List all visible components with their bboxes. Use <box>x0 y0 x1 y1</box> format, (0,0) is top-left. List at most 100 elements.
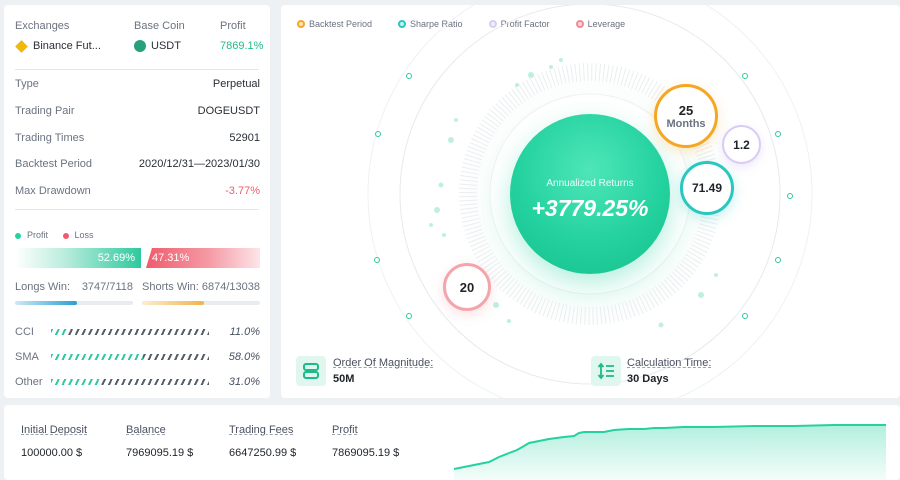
profit-ratio-label: 52.69% <box>97 252 135 264</box>
sharpe-ratio-bubble[interactable]: 71.49 <box>680 161 734 215</box>
backtest-period-value: 25 <box>678 102 694 118</box>
trading-fees-label: Trading Fees <box>229 424 294 436</box>
exchange-name: Binance Fut... <box>33 40 101 52</box>
longs-win-label: Longs Win: <box>15 281 71 293</box>
indicator-fill <box>51 354 143 360</box>
legend-ring-icon <box>488 20 497 28</box>
longs-win-fill <box>15 301 78 305</box>
profit-loss-legend: Profit Loss <box>15 230 94 240</box>
indicator-fill <box>51 379 100 385</box>
balance-value: 7969095.19 $ <box>126 447 194 459</box>
shorts-win-track <box>142 301 260 305</box>
indicator-pct: 58.0% <box>228 351 260 363</box>
legend-sharpe-ratio[interactable]: Sharpe Ratio <box>398 19 463 29</box>
longs-win: Longs Win: 3747/7118 <box>15 281 133 293</box>
profit-factor-value: 1.2 <box>733 137 750 152</box>
detail-row-trading-times: Trading Times 52901 <box>15 132 260 144</box>
legend-label: Sharpe Ratio <box>410 19 463 29</box>
detail-value: DOGEUSDT <box>197 105 260 117</box>
base-coin-header: Base Coin <box>134 20 185 32</box>
detail-row-max-drawdown: Max Drawdown -3.77% <box>15 185 260 197</box>
indicator-fill <box>51 329 69 335</box>
sharpe-ratio-value: 71.49 <box>691 181 723 195</box>
indicator-track <box>51 379 209 385</box>
loss-legend-dot <box>62 232 69 239</box>
indicator-row-cci: CCI 11.0% <box>15 326 260 338</box>
profit-value: 7869.1% <box>220 40 264 52</box>
indicator-track <box>51 354 209 360</box>
usdt-icon <box>134 40 146 52</box>
binance-icon <box>15 39 28 53</box>
calculation-time-value: 30 Days <box>627 373 669 385</box>
indicator-name: SMA <box>15 351 39 363</box>
profit-ratio-bar: 52.69% <box>15 248 141 268</box>
detail-key: Backtest Period <box>15 158 93 170</box>
indicator-pct: 11.0% <box>229 326 260 338</box>
detail-value: -3.77% <box>225 185 260 197</box>
initial-deposit-label: Initial Deposit <box>21 424 88 436</box>
leverage-bubble[interactable]: 20 <box>443 263 491 311</box>
shorts-win-fill <box>142 301 205 305</box>
longs-win-track <box>15 301 133 305</box>
bubble-legend: Backtest Period Sharpe Ratio Profit Fact… <box>297 19 651 29</box>
indicator-pct: 31.0% <box>228 376 260 388</box>
indicator-row-other: Other 31.0% <box>15 376 260 388</box>
profit-legend-label: Profit <box>27 230 49 240</box>
exchanges-header: Exchanges <box>15 20 70 32</box>
annualized-returns-value: +3779.25% <box>531 195 649 221</box>
order-of-magnitude-label: Order Of Magnitude: <box>333 357 434 369</box>
detail-value: 52901 <box>229 132 260 144</box>
returns-visual-panel: Backtest Period Sharpe Ratio Profit Fact… <box>281 5 900 398</box>
longs-win-value: 3747/7118 <box>81 281 133 293</box>
indicator-track <box>51 329 209 335</box>
sort-list-icon <box>591 356 621 386</box>
detail-row-backtest-period: Backtest Period 2020/12/31—2023/01/30 <box>15 158 260 170</box>
profit-header: Profit <box>220 20 246 32</box>
detail-row-type: Type Perpetual <box>15 78 260 90</box>
legend-ring-icon <box>297 20 305 28</box>
detail-value: Perpetual <box>212 78 260 90</box>
account-summary-panel: Initial Deposit 100000.00 $ Balance 7969… <box>4 405 900 480</box>
detail-key: Trading Times <box>15 132 85 144</box>
indicator-name: CCI <box>15 326 34 338</box>
loss-legend-label: Loss <box>74 230 94 240</box>
order-of-magnitude-value: 50M <box>333 373 355 385</box>
calculation-time-label: Calculation Time: <box>627 357 712 369</box>
balance-label: Balance <box>126 424 166 436</box>
shorts-win-value: 6874/13038 <box>201 281 260 293</box>
legend-ring-icon <box>398 20 407 28</box>
backtest-period-unit: Months <box>666 117 706 130</box>
divider <box>15 69 259 70</box>
detail-key: Trading Pair <box>15 105 75 117</box>
shorts-win: Shorts Win: 6874/13038 <box>142 281 260 293</box>
equity-curve-sparkline <box>454 424 886 480</box>
shorts-win-label: Shorts Win: <box>142 281 199 293</box>
legend-backtest-period[interactable]: Backtest Period <box>297 19 372 29</box>
legend-ring-icon <box>575 20 584 28</box>
detail-value: 2020/12/31—2023/01/30 <box>138 158 260 170</box>
strategy-summary-panel: Exchanges Base Coin Profit Binance Fut..… <box>4 5 270 398</box>
profit-factor-bubble[interactable]: 1.2 <box>722 125 761 164</box>
backtest-period-bubble[interactable]: 25 Months <box>654 84 718 148</box>
divider <box>15 209 259 210</box>
base-coin-value: USDT <box>134 40 181 52</box>
legend-label: Profit Factor <box>500 19 550 29</box>
legend-leverage[interactable]: Leverage <box>575 19 626 29</box>
indicator-row-sma: SMA 58.0% <box>15 351 260 363</box>
annualized-returns-circle: Annualized Returns +3779.25% <box>510 114 670 274</box>
loss-ratio-label: 47.31% <box>152 252 190 264</box>
layers-icon <box>296 356 326 386</box>
detail-row-trading-pair: Trading Pair DOGEUSDT <box>15 105 260 117</box>
leverage-value: 20 <box>459 279 475 295</box>
profit-label: Profit <box>332 424 358 436</box>
legend-profit-factor[interactable]: Profit Factor <box>488 19 550 29</box>
profit-legend-dot <box>15 232 21 239</box>
detail-key: Type <box>15 78 39 90</box>
loss-ratio-bar: 47.31% <box>146 248 260 268</box>
annualized-returns-label: Annualized Returns <box>546 178 634 189</box>
initial-deposit-value: 100000.00 $ <box>21 447 83 459</box>
legend-label: Backtest Period <box>309 19 373 29</box>
profit-total-value: 7869095.19 $ <box>332 447 400 459</box>
legend-label: Leverage <box>587 19 626 29</box>
base-coin-name: USDT <box>151 40 181 52</box>
